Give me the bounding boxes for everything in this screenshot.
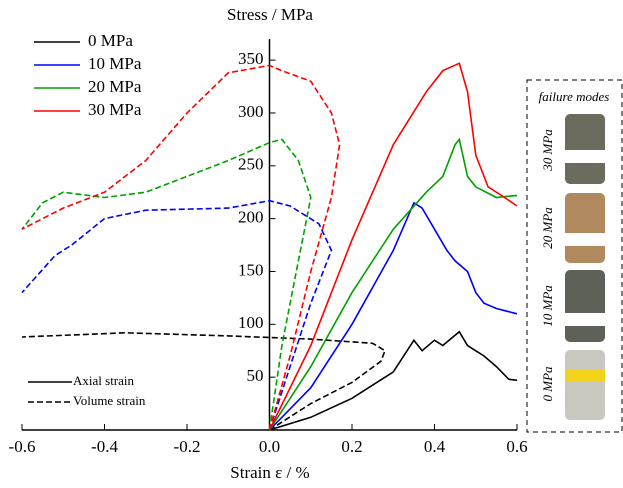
curve <box>21 64 341 431</box>
legend-label: 20 MPa <box>88 77 142 96</box>
style-label: Volume strain <box>73 393 146 408</box>
curve <box>269 330 518 431</box>
x-tick-label: 0.2 <box>341 437 362 456</box>
y-tick-label: 100 <box>238 313 264 332</box>
curve <box>268 62 518 431</box>
y-tick-label: 200 <box>238 208 264 227</box>
y-tick-label: 150 <box>238 260 264 279</box>
y-tick-label: 50 <box>247 366 264 385</box>
style-label: Axial strain <box>73 373 135 388</box>
y-axis-label: Stress / MPa <box>227 5 313 24</box>
x-tick-label: 0.0 <box>259 437 280 456</box>
y-tick-label: 250 <box>238 155 264 174</box>
curve <box>268 137 518 431</box>
curve <box>21 331 386 431</box>
x-tick-label: -0.4 <box>91 437 118 456</box>
panel-label: 20 MPa <box>540 207 555 249</box>
legend-label: 10 MPa <box>88 54 142 73</box>
panel-frame <box>526 79 623 433</box>
panel-label: 30 MPa <box>540 129 555 172</box>
curve <box>21 199 333 431</box>
legend-label: 30 MPa <box>88 100 142 119</box>
panel-title: failure modes <box>539 89 610 104</box>
curve <box>21 138 312 431</box>
x-tick-label: 0.6 <box>506 437 527 456</box>
panel-label: 10 MPa <box>540 285 555 327</box>
curve <box>268 201 518 431</box>
x-tick-label: -0.6 <box>9 437 36 456</box>
y-tick-label: 350 <box>238 49 264 68</box>
panel-label: 0 MPa <box>540 366 555 402</box>
x-tick-label: 0.4 <box>424 437 446 456</box>
x-axis-label: Strain ε / % <box>230 463 309 482</box>
y-tick-label: 300 <box>238 102 264 121</box>
legend-label: 0 MPa <box>88 31 133 50</box>
x-tick-label: -0.2 <box>174 437 201 456</box>
rock-samples <box>565 114 605 420</box>
